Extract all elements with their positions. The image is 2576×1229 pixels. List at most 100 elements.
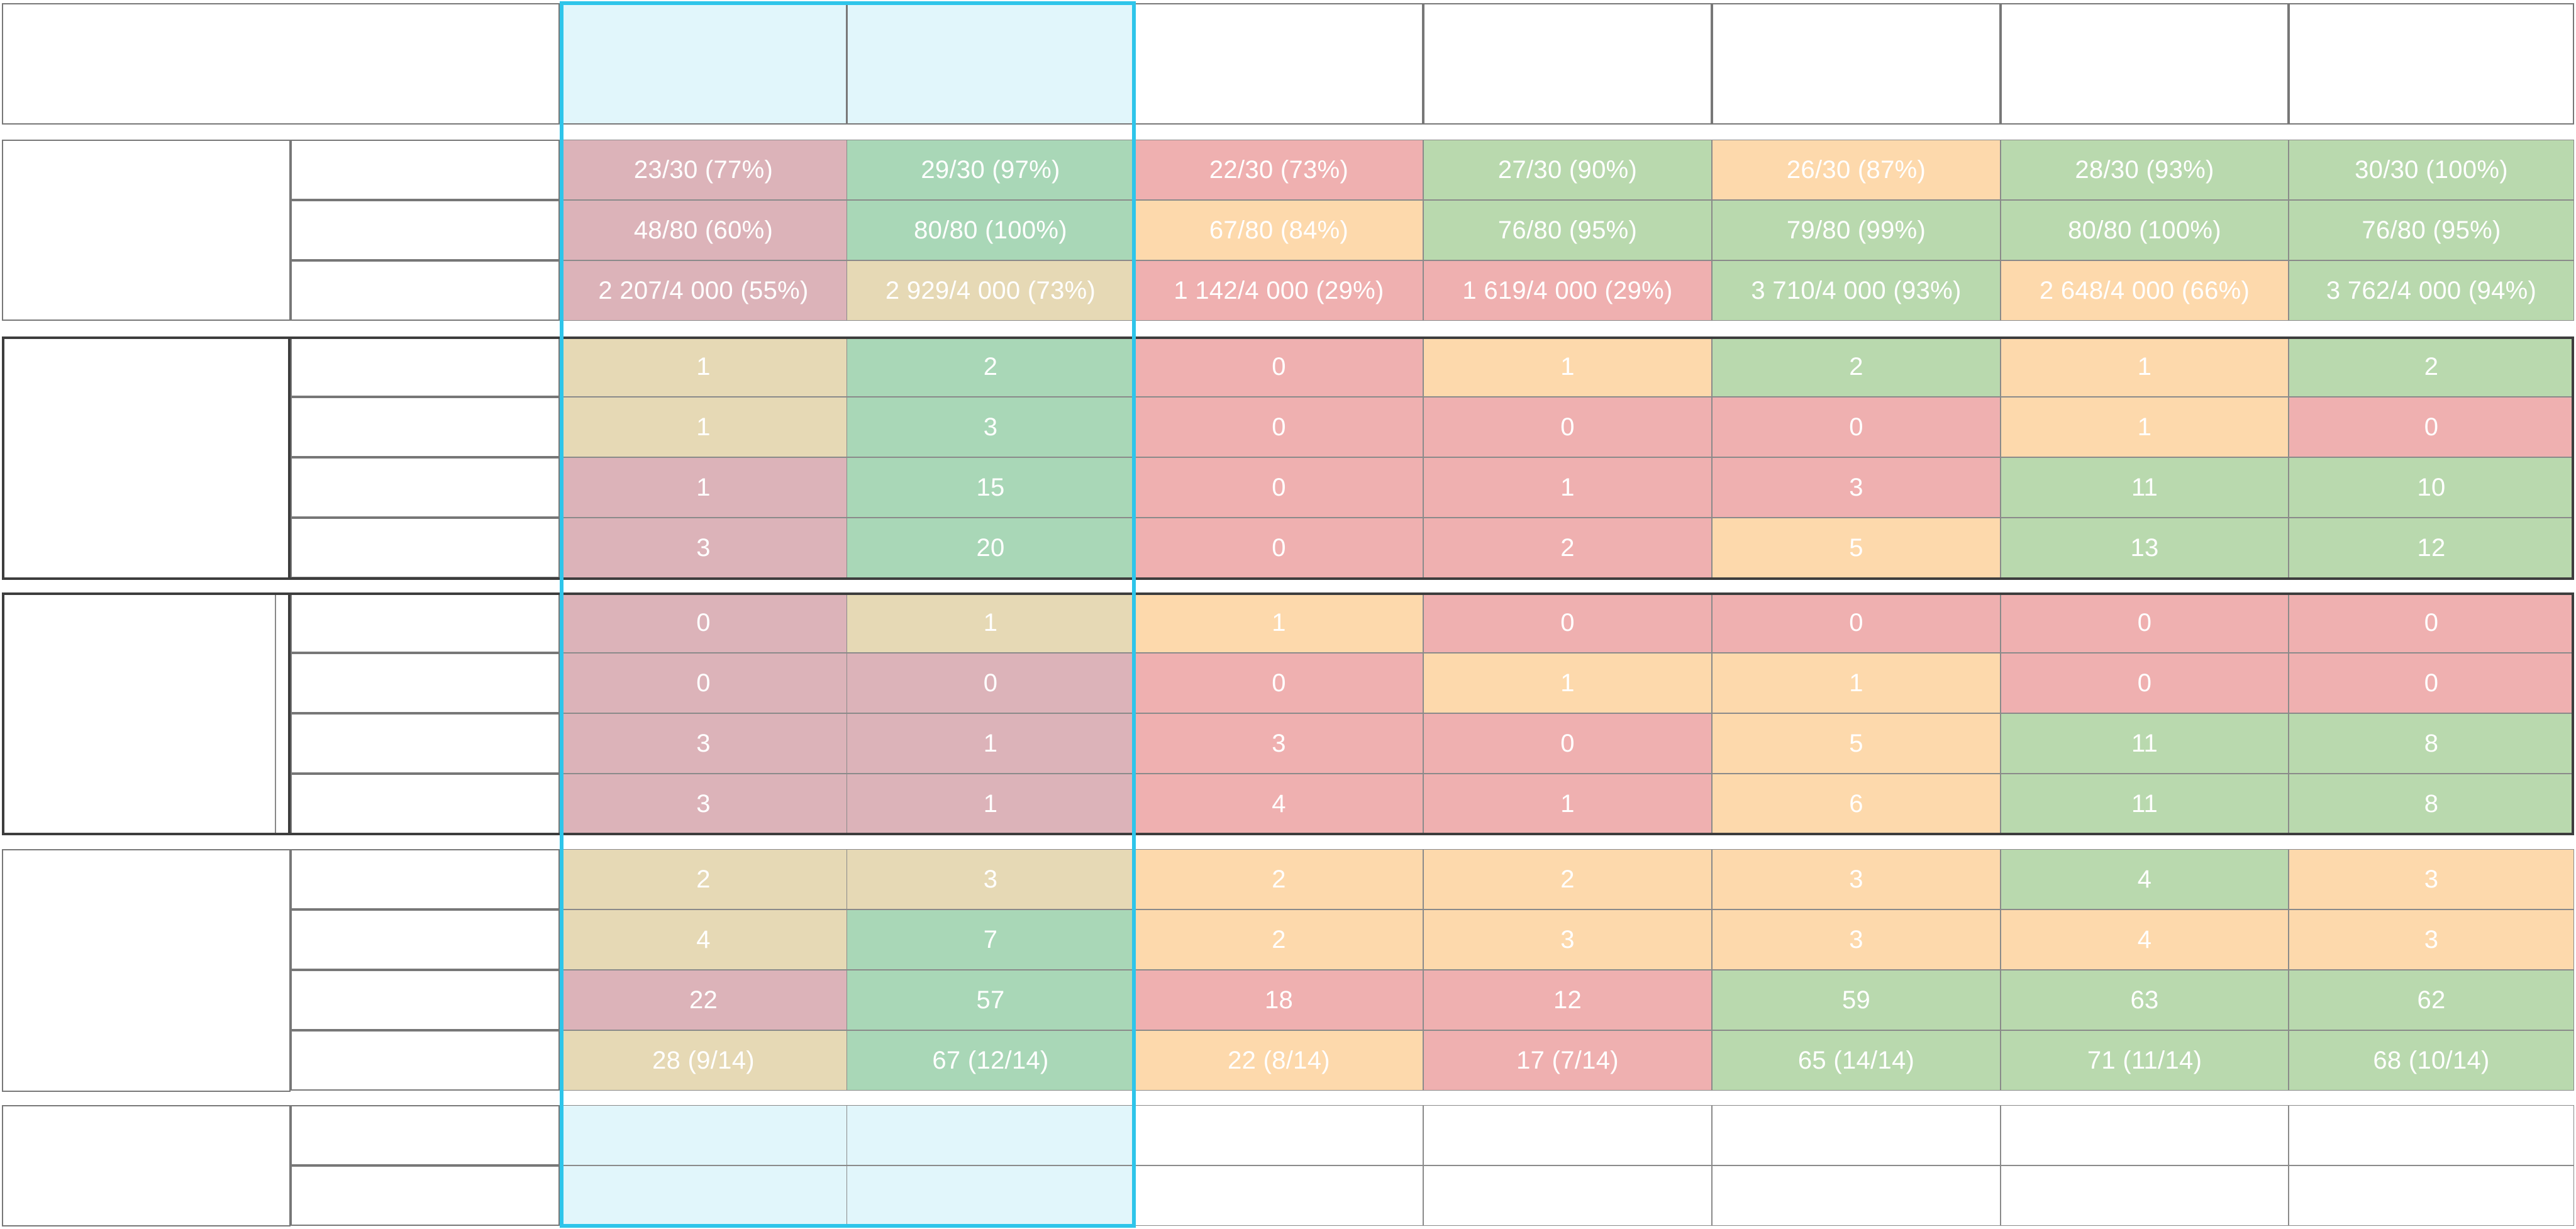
table-cell[interactable]: 2 648/4 000 (66%) <box>2001 260 2289 321</box>
table-cell[interactable]: 57 <box>847 970 1135 1030</box>
column-header-4[interactable] <box>1423 3 1712 125</box>
table-cell[interactable]: 29/30 (97%) <box>847 140 1135 200</box>
table-cell[interactable]: 48/80 (60%) <box>560 200 847 260</box>
table-cell[interactable]: 65 (14/14) <box>1712 1030 2001 1091</box>
table-cell[interactable]: 0 <box>1135 336 1423 397</box>
table-cell[interactable]: 1 <box>847 592 1135 653</box>
table-cell[interactable]: 23/30 (77%) <box>560 140 847 200</box>
table-cell[interactable]: 0 <box>1712 592 2001 653</box>
table-cell[interactable]: 0 <box>847 653 1135 713</box>
table-cell[interactable]: 10 <box>2289 457 2574 518</box>
table-cell[interactable]: 5 <box>1712 518 2001 578</box>
table-cell[interactable] <box>847 1165 1135 1226</box>
table-cell[interactable]: 28 (9/14) <box>560 1030 847 1091</box>
table-cell[interactable]: 0 <box>1135 518 1423 578</box>
table-cell[interactable]: 8 <box>2289 713 2574 774</box>
table-cell[interactable]: 2 <box>847 336 1135 397</box>
table-cell[interactable]: 3 <box>1423 909 1712 970</box>
table-cell[interactable] <box>1135 1105 1423 1165</box>
table-cell[interactable]: 1 <box>1423 774 1712 834</box>
column-header-6[interactable] <box>2001 3 2289 125</box>
column-header-2[interactable] <box>847 3 1135 125</box>
column-header-7[interactable] <box>2289 3 2574 125</box>
table-cell[interactable]: 22 (8/14) <box>1135 1030 1423 1091</box>
table-cell[interactable]: 22 <box>560 970 847 1030</box>
table-cell[interactable]: 67/80 (84%) <box>1135 200 1423 260</box>
table-cell[interactable]: 8 <box>2289 774 2574 834</box>
table-cell[interactable]: 26/30 (87%) <box>1712 140 2001 200</box>
table-cell[interactable]: 4 <box>2001 849 2289 909</box>
table-cell[interactable]: 1 <box>1423 457 1712 518</box>
table-cell[interactable]: 27/30 (90%) <box>1423 140 1712 200</box>
table-cell[interactable]: 0 <box>2289 592 2574 653</box>
table-cell[interactable]: 0 <box>560 653 847 713</box>
table-cell[interactable]: 3 <box>2289 849 2574 909</box>
table-cell[interactable] <box>560 1105 847 1165</box>
table-cell[interactable] <box>2289 1165 2574 1226</box>
table-cell[interactable]: 13 <box>2001 518 2289 578</box>
table-cell[interactable]: 2 <box>1423 518 1712 578</box>
table-cell[interactable]: 1 <box>2001 336 2289 397</box>
column-header-1[interactable] <box>560 3 847 125</box>
table-cell[interactable]: 1 619/4 000 (29%) <box>1423 260 1712 321</box>
table-cell[interactable]: 3 762/4 000 (94%) <box>2289 260 2574 321</box>
table-cell[interactable] <box>2289 1105 2574 1165</box>
table-cell[interactable]: 0 <box>1423 397 1712 457</box>
table-cell[interactable]: 1 <box>560 397 847 457</box>
table-cell[interactable] <box>1712 1165 2001 1226</box>
table-cell[interactable]: 12 <box>1423 970 1712 1030</box>
table-cell[interactable]: 3 <box>560 713 847 774</box>
table-cell[interactable]: 11 <box>2001 713 2289 774</box>
table-cell[interactable]: 5 <box>1712 713 2001 774</box>
table-cell[interactable]: 30/30 (100%) <box>2289 140 2574 200</box>
table-cell[interactable]: 2 929/4 000 (73%) <box>847 260 1135 321</box>
table-cell[interactable]: 0 <box>560 592 847 653</box>
table-cell[interactable]: 59 <box>1712 970 2001 1030</box>
table-cell[interactable]: 4 <box>2001 909 2289 970</box>
table-cell[interactable]: 11 <box>2001 457 2289 518</box>
table-cell[interactable]: 0 <box>1712 397 2001 457</box>
table-cell[interactable]: 1 <box>1423 336 1712 397</box>
table-cell[interactable]: 0 <box>2001 653 2289 713</box>
table-cell[interactable] <box>1423 1105 1712 1165</box>
table-cell[interactable]: 1 <box>1712 653 2001 713</box>
table-cell[interactable] <box>560 1165 847 1226</box>
table-cell[interactable]: 6 <box>1712 774 2001 834</box>
table-cell[interactable]: 1 <box>1135 592 1423 653</box>
table-cell[interactable]: 3 <box>847 397 1135 457</box>
table-cell[interactable]: 0 <box>2289 653 2574 713</box>
table-cell[interactable]: 0 <box>1423 592 1712 653</box>
table-cell[interactable]: 2 <box>1712 336 2001 397</box>
table-cell[interactable]: 2 <box>2289 336 2574 397</box>
table-cell[interactable]: 28/30 (93%) <box>2001 140 2289 200</box>
table-cell[interactable]: 11 <box>2001 774 2289 834</box>
table-cell[interactable]: 68 (10/14) <box>2289 1030 2574 1091</box>
table-cell[interactable]: 0 <box>1423 713 1712 774</box>
table-cell[interactable]: 0 <box>1135 397 1423 457</box>
table-cell[interactable]: 71 (11/14) <box>2001 1030 2289 1091</box>
table-cell[interactable]: 79/80 (99%) <box>1712 200 2001 260</box>
table-cell[interactable]: 1 <box>847 713 1135 774</box>
table-cell[interactable]: 20 <box>847 518 1135 578</box>
table-cell[interactable]: 3 <box>1135 713 1423 774</box>
table-cell[interactable]: 3 <box>1712 457 2001 518</box>
table-cell[interactable] <box>2001 1105 2289 1165</box>
table-cell[interactable] <box>847 1105 1135 1165</box>
table-cell[interactable]: 22/30 (73%) <box>1135 140 1423 200</box>
table-cell[interactable]: 2 <box>1135 849 1423 909</box>
table-cell[interactable]: 12 <box>2289 518 2574 578</box>
table-cell[interactable]: 62 <box>2289 970 2574 1030</box>
table-cell[interactable]: 2 207/4 000 (55%) <box>560 260 847 321</box>
table-cell[interactable]: 0 <box>1135 457 1423 518</box>
table-cell[interactable]: 63 <box>2001 970 2289 1030</box>
table-cell[interactable]: 0 <box>2289 397 2574 457</box>
table-cell[interactable]: 3 710/4 000 (93%) <box>1712 260 2001 321</box>
table-cell[interactable]: 80/80 (100%) <box>2001 200 2289 260</box>
table-cell[interactable]: 0 <box>2001 592 2289 653</box>
table-cell[interactable] <box>1135 1165 1423 1226</box>
table-cell[interactable]: 17 (7/14) <box>1423 1030 1712 1091</box>
table-cell[interactable] <box>2001 1165 2289 1226</box>
table-cell[interactable]: 3 <box>560 774 847 834</box>
table-cell[interactable]: 1 <box>2001 397 2289 457</box>
table-cell[interactable]: 80/80 (100%) <box>847 200 1135 260</box>
